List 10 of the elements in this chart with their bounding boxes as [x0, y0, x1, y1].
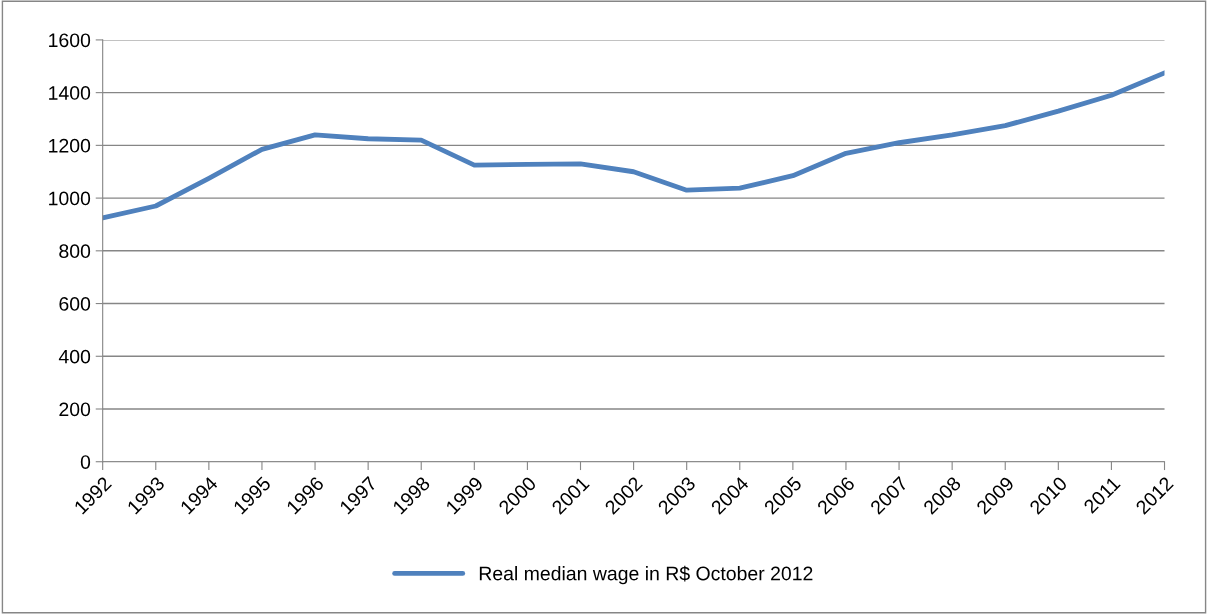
legend-label: Real median wage in R$ October 2012 — [479, 565, 813, 585]
y-tick-label: 600 — [59, 297, 91, 311]
y-tick-label: 200 — [59, 402, 91, 417]
y-tick-label: 400 — [58, 349, 91, 364]
y-tick-label: 0 — [80, 455, 91, 469]
y-tick-label: 800 — [59, 244, 91, 259]
y-tick-label: 1000 — [49, 191, 91, 206]
y-tick-label: 1600 — [49, 33, 91, 48]
y-tick-label: 1400 — [49, 86, 91, 100]
y-tick-label: 1200 — [49, 138, 91, 153]
